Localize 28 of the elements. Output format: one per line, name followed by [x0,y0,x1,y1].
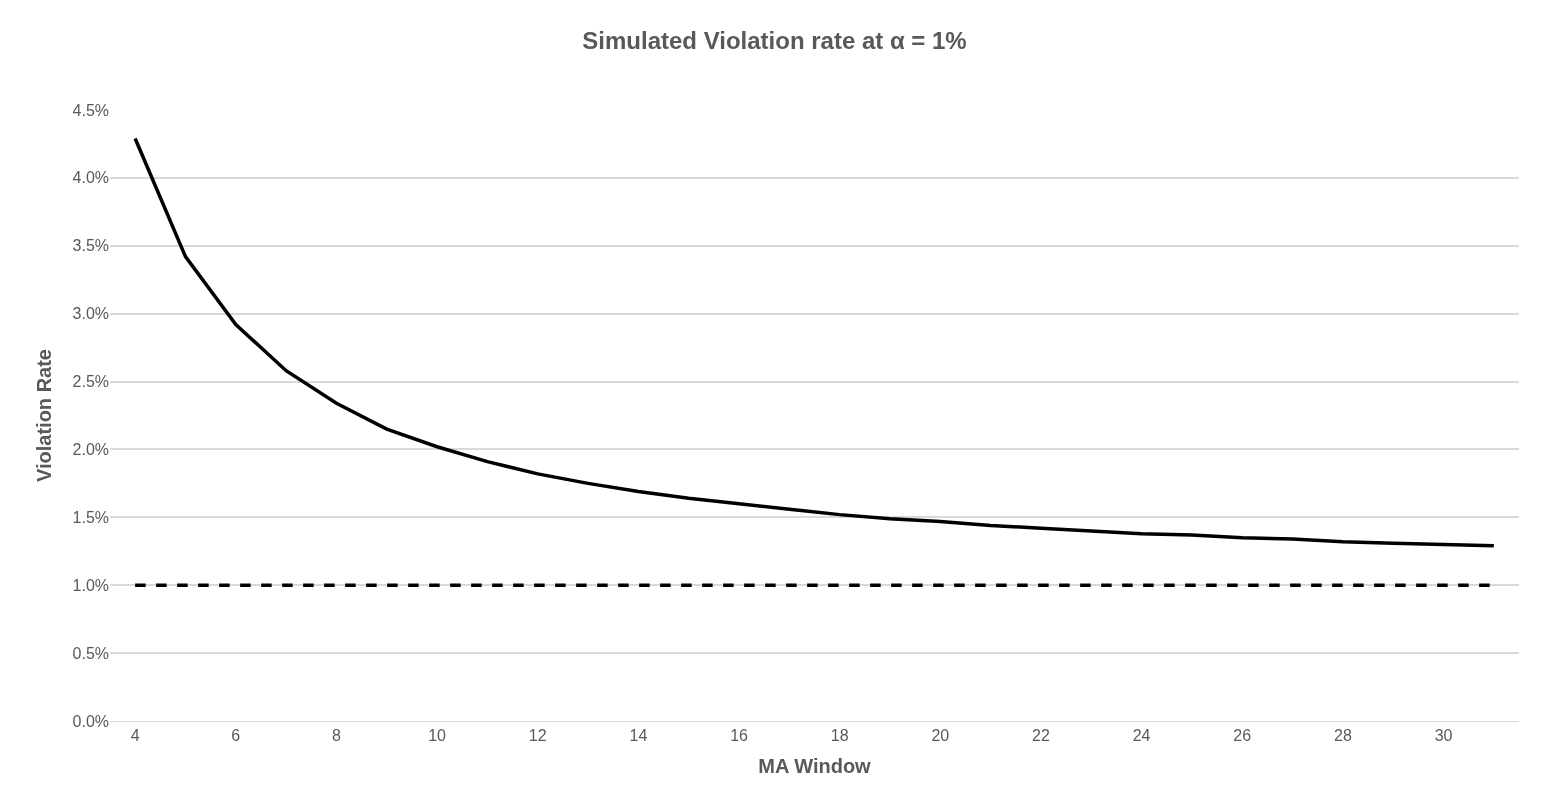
x-tick-label: 24 [1132,727,1151,745]
y-tick-label: 3.0% [72,305,109,323]
x-tick-label: 26 [1233,727,1252,745]
y-tick-label: 4.0% [72,169,109,187]
x-tick-label: 4 [130,727,140,745]
x-tick-label: 22 [1032,727,1050,745]
y-tick-label: 1.5% [72,508,109,526]
y-tick-label: 4.5% [72,101,109,119]
chart-title: Simulated Violation rate at α = 1% [582,27,967,55]
x-tick-label: 18 [830,727,849,745]
x-axis-title: MA Window [758,754,872,777]
y-tick-label: 3.5% [72,237,109,255]
x-tick-label: 10 [428,727,447,745]
y-tick-label: 2.5% [72,373,109,391]
line-series [133,136,1496,548]
x-tick-label: 14 [629,727,648,745]
x-tick-label: 16 [730,727,749,745]
x-tick-label: 8 [332,727,341,745]
x-tick-label: 28 [1333,727,1352,745]
y-tick-label: 0.0% [72,712,109,730]
x-tick-label: 6 [231,727,241,745]
y-tick-label: 1.0% [72,576,109,594]
x-tick-label: 30 [1434,727,1453,745]
x-tick-label: 12 [528,727,547,745]
x-tick-label: 20 [931,727,950,745]
y-tick-label: 2.0% [72,441,109,459]
y-axis-title: Violation Rate [33,349,56,482]
y-tick-label: 0.5% [72,644,109,662]
